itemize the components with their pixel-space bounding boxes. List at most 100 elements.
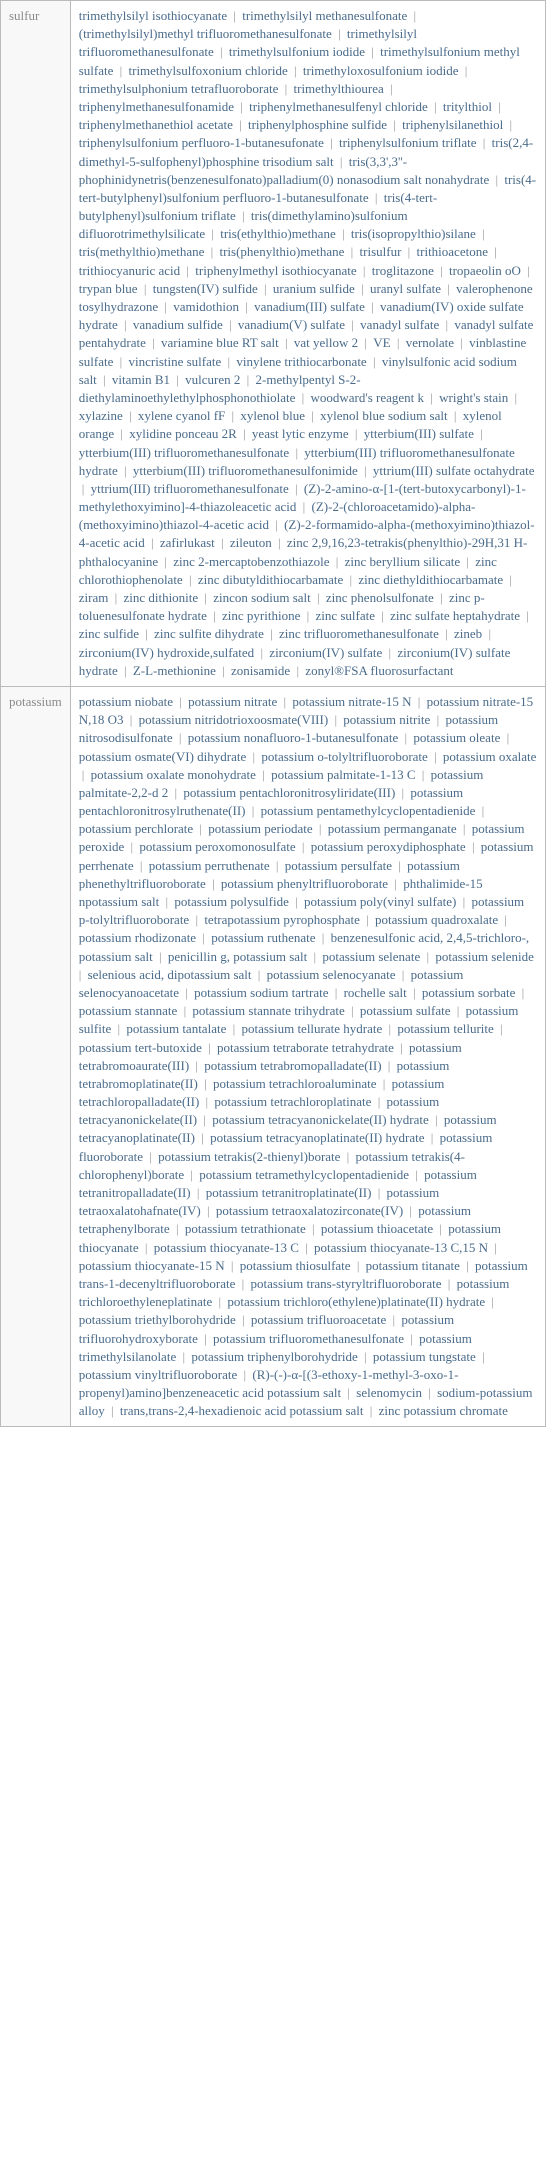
compound-item: potassium tert-butoxide <box>79 1040 202 1055</box>
separator: | <box>228 1258 237 1273</box>
compound-item: vanadium(III) sulfate <box>254 299 365 314</box>
compound-item: trithiocyanuric acid <box>79 263 180 278</box>
separator: | <box>497 1021 503 1036</box>
compound-item: triphenylsulfonium perfluoro-1-butanesuf… <box>79 135 324 150</box>
separator: | <box>331 985 340 1000</box>
separator: | <box>176 694 185 709</box>
separator: | <box>407 1331 416 1346</box>
separator: | <box>202 1094 211 1109</box>
compound-item: triphenylmethanesulfenyl chloride <box>249 99 428 114</box>
separator: | <box>173 1221 182 1236</box>
compound-item: zirconium(IV) sulfate <box>269 645 382 660</box>
separator: | <box>257 645 266 660</box>
compound-item: vanadium(V) sulfate <box>238 317 345 332</box>
compound-item: trisulfur <box>360 244 402 259</box>
separator: | <box>273 858 282 873</box>
separator: | <box>236 117 245 132</box>
compound-item: potassium phenyltrifluoroborate <box>221 876 388 891</box>
separator: | <box>308 408 317 423</box>
compound-item: ytterbium(III) trifluoromethanesulfonate <box>79 445 289 460</box>
separator: | <box>192 1058 201 1073</box>
compound-item: vernolate <box>406 335 454 350</box>
separator: | <box>280 694 289 709</box>
separator: | <box>518 985 524 1000</box>
compound-item: potassium poly(vinyl sulfate) <box>304 894 456 909</box>
separator: | <box>503 730 509 745</box>
separator: | <box>333 554 342 569</box>
compound-item: vulcuren 2 <box>185 372 240 387</box>
separator: | <box>194 1185 203 1200</box>
compound-item: potassium tetracyanonickelate(II) hydrat… <box>212 1112 429 1127</box>
compound-item: xylenol blue <box>240 408 305 423</box>
separator: | <box>491 1240 497 1255</box>
compound-item: zinc dibutyldithiocarbamate <box>198 572 343 587</box>
separator: | <box>437 263 446 278</box>
separator: | <box>354 1258 363 1273</box>
compound-item: vanadium sulfide <box>133 317 223 332</box>
separator: | <box>387 81 393 96</box>
compound-item: potassium palmitate-1-13 C <box>271 767 415 782</box>
compound-item: potassium nonafluoro-1-butanesulfonate <box>188 730 398 745</box>
separator: | <box>291 63 300 78</box>
compound-item: vat yellow 2 <box>294 335 358 350</box>
separator: | <box>506 117 512 132</box>
compound-item: potassium o-tolyltrifluoroborate <box>261 749 427 764</box>
compound-item: potassium niobate <box>79 694 173 709</box>
separator: | <box>380 1076 389 1091</box>
separator: | <box>506 572 512 587</box>
separator: | <box>162 894 171 909</box>
chemical-table: sulfurtrimethylsilyl isothiocyanate | tr… <box>0 0 546 1427</box>
separator: | <box>395 858 404 873</box>
compound-item: triphenylsulfonium triflate <box>339 135 477 150</box>
separator: | <box>141 281 150 296</box>
separator: | <box>127 712 136 727</box>
compound-item: potassium nitrite <box>343 712 430 727</box>
separator: | <box>523 608 529 623</box>
compound-item: trimethyloxosulfonium iodide <box>303 63 459 78</box>
table-row: potassiumpotassium niobate | potassium n… <box>1 686 546 1427</box>
separator: | <box>180 1003 189 1018</box>
separator: | <box>370 354 379 369</box>
compound-item: potassium oleate <box>413 730 500 745</box>
separator: | <box>316 821 325 836</box>
compound-item: potassium nitrate-15 N <box>292 694 411 709</box>
compound-item: potassium polysulfide <box>174 894 288 909</box>
separator: | <box>368 299 377 314</box>
compound-item: potassium tetrathionate <box>185 1221 306 1236</box>
compound-item: potassium stannate trihydrate <box>192 1003 344 1018</box>
compound-item: potassium tetranitroplatinate(II) <box>206 1185 372 1200</box>
separator: | <box>410 8 416 23</box>
separator: | <box>418 767 427 782</box>
table-row: sulfurtrimethylsilyl isothiocyanate | tr… <box>1 1 546 687</box>
compound-item: zonyl®FSA fluorosurfactant <box>305 663 453 678</box>
compound-item: potassium permanganate <box>328 821 457 836</box>
row-label: sulfur <box>1 1 71 687</box>
separator: | <box>327 135 336 150</box>
separator: | <box>82 481 88 496</box>
separator: | <box>461 63 467 78</box>
compound-item: trimethylsulphonium tetrafluoroborate <box>79 81 279 96</box>
separator: | <box>108 1403 117 1418</box>
separator: | <box>142 626 151 641</box>
separator: | <box>374 1094 383 1109</box>
compound-item: vinylene trithiocarbonate <box>236 354 366 369</box>
separator: | <box>117 426 126 441</box>
compound-item: potassium triphenylborohydride <box>191 1349 357 1364</box>
separator: | <box>427 1130 436 1145</box>
separator: | <box>224 354 233 369</box>
separator: | <box>217 44 226 59</box>
separator: | <box>210 608 219 623</box>
separator: | <box>261 281 270 296</box>
separator: | <box>116 63 125 78</box>
separator: | <box>385 1058 394 1073</box>
compound-item: potassium nitridotrioxoosmate(VIII) <box>139 712 329 727</box>
separator: | <box>228 408 237 423</box>
compound-item: zinc trifluoromethanesulfonate <box>279 626 439 641</box>
compound-item: trimethylsilyl methanesulfonate <box>242 8 407 23</box>
compound-item: potassium ruthenate <box>211 930 315 945</box>
compound-item: tetrapotassium pyrophosphate <box>204 912 360 927</box>
compound-item: potassium tellurate hydrate <box>241 1021 382 1036</box>
separator: | <box>298 390 307 405</box>
compound-item: vamidothion <box>173 299 239 314</box>
compound-item: ytterbium(III) sulfate <box>364 426 474 441</box>
